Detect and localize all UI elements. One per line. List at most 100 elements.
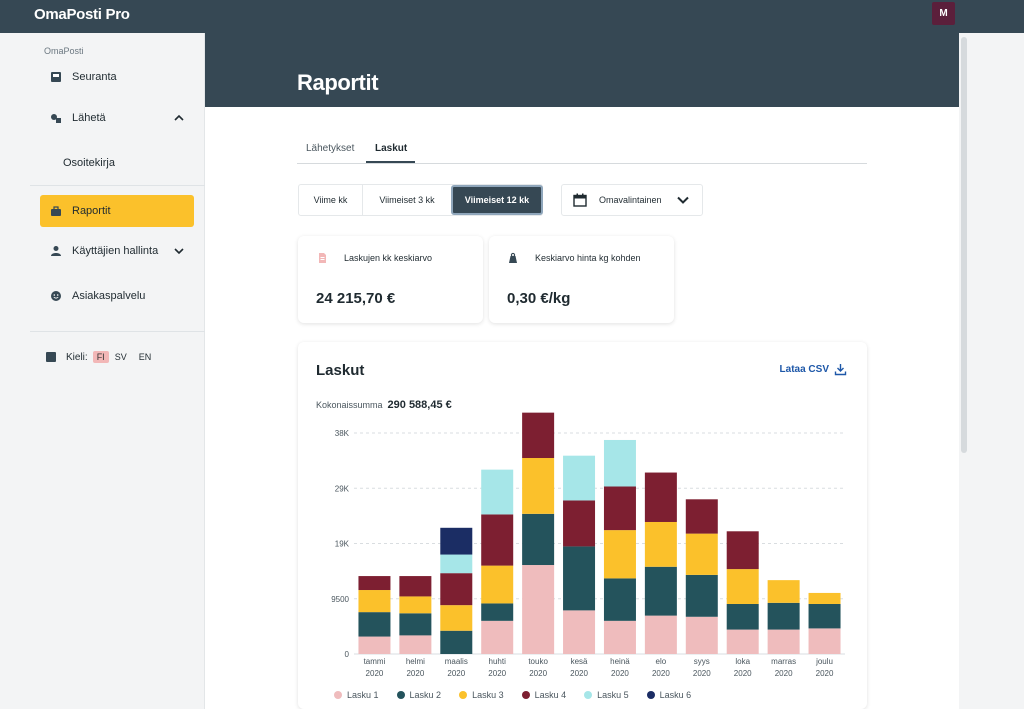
tab-laskut[interactable]: Laskut bbox=[375, 143, 408, 154]
x-tick-sublabel: 2020 bbox=[816, 669, 834, 678]
period-option-viime-kk[interactable]: Viime kk bbox=[299, 185, 363, 215]
bar-segment[interactable] bbox=[563, 500, 596, 547]
scrollbar-thumb[interactable] bbox=[961, 37, 967, 453]
bar-segment[interactable] bbox=[481, 514, 514, 566]
sidebar-item-asiakaspalvelu[interactable]: Asiakaspalvelu bbox=[40, 280, 194, 312]
sidebar-item-raportit[interactable]: Raportit bbox=[40, 195, 194, 227]
bar-segment[interactable] bbox=[358, 576, 391, 591]
sidebar-item-osoitekirja[interactable]: Osoitekirja bbox=[52, 147, 206, 179]
bar-segment[interactable] bbox=[522, 412, 555, 459]
bar-segment[interactable] bbox=[522, 513, 555, 566]
bar-segment[interactable] bbox=[563, 610, 596, 654]
x-tick-sublabel: 2020 bbox=[529, 669, 547, 678]
bar-segment[interactable] bbox=[481, 620, 514, 654]
legend-item[interactable]: Lasku 2 bbox=[396, 690, 442, 700]
bar-segment[interactable] bbox=[399, 576, 432, 597]
language-option-en[interactable]: EN bbox=[138, 352, 152, 362]
download-csv-link[interactable]: Lataa CSV bbox=[780, 363, 847, 376]
app-logo[interactable]: OmaPosti Pro bbox=[34, 6, 130, 23]
bar-segment[interactable] bbox=[726, 569, 759, 604]
sidebar-item-seuranta[interactable]: Seuranta bbox=[40, 61, 194, 93]
bar-segment[interactable] bbox=[440, 630, 473, 654]
bar-segment[interactable] bbox=[603, 578, 636, 621]
bar-segment[interactable] bbox=[726, 603, 759, 630]
bar-segment[interactable] bbox=[644, 566, 677, 616]
bar-segment[interactable] bbox=[481, 603, 514, 621]
kpi-card-monthly-average: Laskujen kk keskiarvo 24 215,70 € bbox=[298, 236, 483, 323]
legend-label: Lasku 1 bbox=[347, 690, 379, 700]
bar-segment[interactable] bbox=[358, 612, 391, 637]
bar-segment[interactable] bbox=[808, 592, 841, 604]
y-tick-label: 29K bbox=[335, 484, 350, 493]
bar-segment[interactable] bbox=[603, 530, 636, 579]
sidebar-item-laheta[interactable]: Lähetä bbox=[40, 102, 194, 134]
bar-segment[interactable] bbox=[522, 565, 555, 654]
chevron-down-icon[interactable] bbox=[172, 244, 186, 258]
x-tick-sublabel: 2020 bbox=[611, 669, 629, 678]
language-option-sv[interactable]: SV bbox=[114, 352, 127, 362]
bar-segment[interactable] bbox=[644, 521, 677, 567]
bar-segment[interactable] bbox=[726, 629, 759, 654]
x-tick-label: maalis bbox=[445, 657, 468, 666]
sidebar-item-kayttajien-hallinta[interactable]: Käyttäjien hallinta bbox=[40, 235, 194, 267]
bar-segment[interactable] bbox=[685, 616, 718, 654]
legend-item[interactable]: Lasku 3 bbox=[459, 690, 504, 700]
bar-segment[interactable] bbox=[767, 629, 800, 654]
bar-segment[interactable] bbox=[644, 615, 677, 654]
period-option-12kk[interactable]: Viimeiset 12 kk bbox=[451, 185, 543, 215]
bar-segment[interactable] bbox=[767, 602, 800, 630]
chevron-up-icon[interactable] bbox=[172, 111, 186, 125]
legend-swatch bbox=[584, 691, 593, 699]
bar-segment[interactable] bbox=[808, 603, 841, 629]
scrollbar[interactable] bbox=[959, 33, 969, 709]
x-tick-label: helmi bbox=[406, 657, 425, 666]
bar-segment[interactable] bbox=[685, 499, 718, 534]
bar-segment[interactable] bbox=[399, 596, 432, 614]
page-header bbox=[205, 33, 959, 107]
x-tick-label: elo bbox=[656, 657, 667, 666]
bar-segment[interactable] bbox=[767, 580, 800, 603]
legend-item[interactable]: Lasku 5 bbox=[584, 690, 629, 700]
sidebar-item-label: Raportit bbox=[72, 205, 111, 217]
smiley-icon bbox=[50, 290, 62, 302]
weight-icon bbox=[507, 251, 519, 263]
x-tick-sublabel: 2020 bbox=[447, 669, 465, 678]
bar-segment[interactable] bbox=[685, 533, 718, 575]
bar-segment[interactable] bbox=[481, 469, 514, 515]
bar-segment[interactable] bbox=[644, 472, 677, 522]
custom-period-label: Omavalintainen bbox=[599, 195, 662, 205]
legend-item[interactable]: Lasku 6 bbox=[646, 690, 691, 700]
bar-segment[interactable] bbox=[685, 574, 718, 617]
bar-segment[interactable] bbox=[440, 573, 473, 606]
legend-label: Lasku 5 bbox=[597, 690, 629, 700]
sidebar-item-label: Käyttäjien hallinta bbox=[72, 245, 159, 257]
bar-segment[interactable] bbox=[399, 613, 432, 636]
bar-segment[interactable] bbox=[358, 590, 391, 613]
bar-segment[interactable] bbox=[726, 531, 759, 570]
bar-segment[interactable] bbox=[358, 636, 391, 654]
top-bar: OmaPosti Pro M bbox=[0, 0, 1024, 33]
stacked-bar-chart: 0 9500 19K 29K 38K tammi 2020 helmi 2020 maalis 20… bbox=[331, 412, 845, 678]
bar-segment[interactable] bbox=[563, 546, 596, 611]
bar-segment[interactable] bbox=[603, 439, 636, 487]
x-tick-label: tammi bbox=[364, 657, 386, 666]
bar-segment[interactable] bbox=[603, 486, 636, 531]
x-tick-label: syys bbox=[694, 657, 710, 666]
language-option-fi[interactable]: FI bbox=[92, 351, 109, 363]
tab-lahetykset[interactable]: Lähetykset bbox=[306, 143, 355, 154]
bar-segment[interactable] bbox=[440, 527, 473, 555]
bar-segment[interactable] bbox=[481, 565, 514, 604]
custom-period-dropdown[interactable]: Omavalintainen bbox=[561, 184, 703, 216]
period-option-3kk[interactable]: Viimeiset 3 kk bbox=[379, 195, 435, 205]
legend-label: Lasku 2 bbox=[409, 690, 442, 700]
bar-segment[interactable] bbox=[440, 605, 473, 631]
user-avatar[interactable]: M bbox=[932, 2, 955, 25]
bar-segment[interactable] bbox=[563, 455, 596, 501]
bar-segment[interactable] bbox=[440, 554, 473, 574]
legend-item[interactable]: Lasku 4 bbox=[521, 690, 566, 700]
bar-segment[interactable] bbox=[399, 635, 432, 654]
legend-item[interactable]: Lasku 1 bbox=[334, 690, 379, 700]
bar-segment[interactable] bbox=[522, 458, 555, 514]
bar-segment[interactable] bbox=[808, 628, 841, 654]
bar-segment[interactable] bbox=[603, 620, 636, 654]
